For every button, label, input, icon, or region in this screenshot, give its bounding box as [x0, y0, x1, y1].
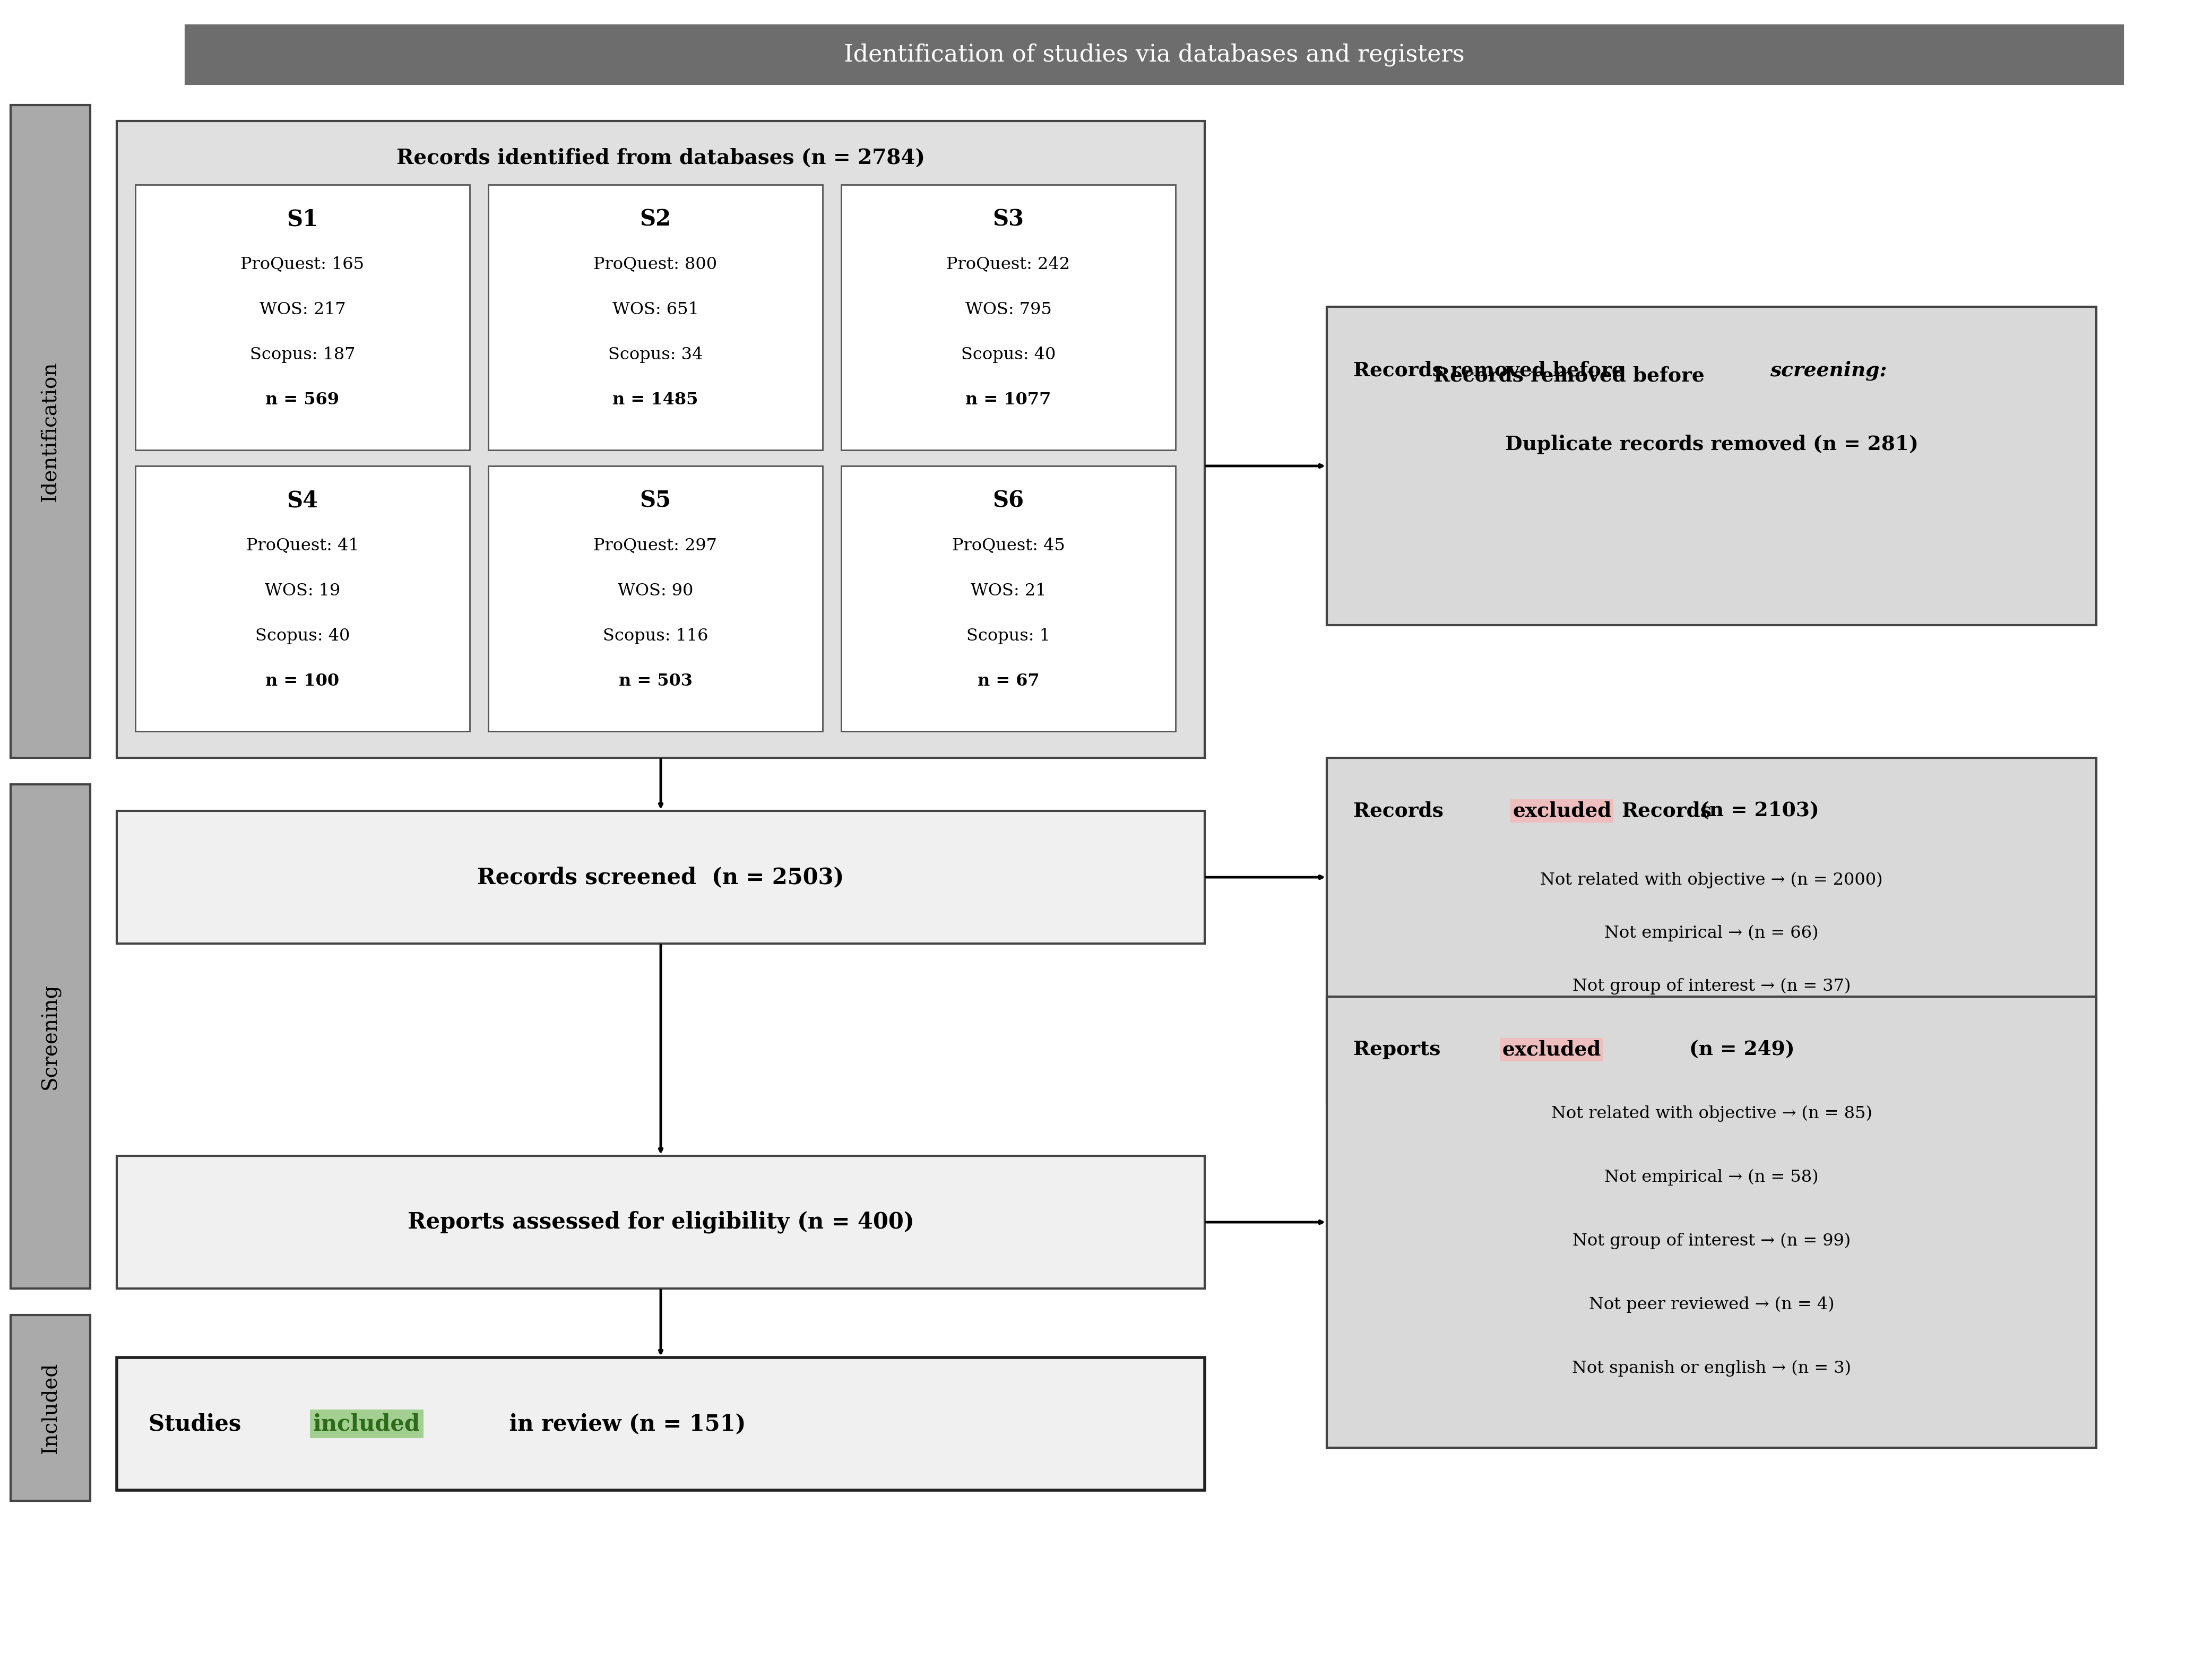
Text: WOS: 651: WOS: 651 [613, 300, 699, 317]
FancyBboxPatch shape [1327, 996, 2097, 1448]
Text: ProQuest: 242: ProQuest: 242 [947, 256, 1071, 272]
Text: Records: Records [1621, 802, 1712, 820]
Text: Scopus: 40: Scopus: 40 [254, 627, 349, 644]
Text: S5: S5 [639, 490, 670, 511]
Text: Screening: Screening [40, 983, 60, 1089]
Text: ProQuest: 45: ProQuest: 45 [951, 538, 1064, 554]
FancyBboxPatch shape [117, 810, 1206, 943]
Text: S1: S1 [288, 208, 319, 231]
Text: n = 100: n = 100 [265, 672, 338, 689]
Text: n = 67: n = 67 [978, 672, 1040, 689]
Text: Studies: Studies [148, 1413, 248, 1434]
Text: Records removed before: Records removed before [1354, 360, 1630, 380]
Text: Scopus: 116: Scopus: 116 [602, 627, 708, 644]
Text: ProQuest: 800: ProQuest: 800 [593, 256, 717, 272]
Text: Not group of interest → (n = 99): Not group of interest → (n = 99) [1573, 1232, 1851, 1248]
Text: Scopus: 187: Scopus: 187 [250, 347, 356, 364]
Text: Not related with objective → (n = 2000): Not related with objective → (n = 2000) [1540, 872, 1882, 888]
Text: Identification of studies via databases and registers: Identification of studies via databases … [845, 43, 1464, 66]
FancyBboxPatch shape [117, 1358, 1206, 1491]
FancyBboxPatch shape [135, 466, 469, 732]
FancyBboxPatch shape [186, 25, 2124, 85]
Text: Reports assessed for eligibility (n = 400): Reports assessed for eligibility (n = 40… [407, 1210, 914, 1233]
FancyBboxPatch shape [841, 466, 1175, 732]
Text: S2: S2 [639, 208, 670, 231]
Text: S3: S3 [993, 208, 1024, 231]
Text: Not empirical → (n = 58): Not empirical → (n = 58) [1604, 1169, 1818, 1185]
Text: ProQuest: 41: ProQuest: 41 [246, 538, 358, 554]
Text: Not empirical → (n = 66): Not empirical → (n = 66) [1604, 925, 1818, 941]
Text: S6: S6 [993, 490, 1024, 511]
FancyBboxPatch shape [117, 121, 1206, 759]
Text: Records screened  (n = 2503): Records screened (n = 2503) [478, 867, 845, 888]
Text: included: included [314, 1413, 420, 1434]
Text: ProQuest: 165: ProQuest: 165 [241, 256, 365, 272]
Text: Duplicate records removed (n = 281): Duplicate records removed (n = 281) [1504, 435, 1918, 455]
Text: WOS: 90: WOS: 90 [617, 583, 692, 599]
Text: WOS: 19: WOS: 19 [265, 583, 341, 599]
Text: n = 503: n = 503 [619, 672, 692, 689]
Text: n = 1077: n = 1077 [964, 392, 1051, 408]
Text: Not related with objective → (n = 85): Not related with objective → (n = 85) [1551, 1106, 1871, 1122]
Text: Included: Included [40, 1363, 60, 1454]
FancyBboxPatch shape [11, 1315, 91, 1501]
Text: Scopus: 1: Scopus: 1 [967, 627, 1051, 644]
Text: Scopus: 34: Scopus: 34 [608, 347, 703, 364]
Text: excluded: excluded [1502, 1039, 1601, 1059]
Text: Scopus: 40: Scopus: 40 [960, 347, 1055, 364]
FancyBboxPatch shape [11, 785, 91, 1288]
Text: (n = 2103): (n = 2103) [1692, 802, 1818, 820]
FancyBboxPatch shape [135, 184, 469, 450]
Text: WOS: 217: WOS: 217 [259, 300, 345, 317]
FancyBboxPatch shape [489, 184, 823, 450]
Text: WOS: 21: WOS: 21 [971, 583, 1046, 599]
FancyBboxPatch shape [117, 1155, 1206, 1288]
Text: excluded: excluded [1513, 802, 1610, 820]
Text: Not group of interest → (n = 37): Not group of interest → (n = 37) [1573, 978, 1851, 994]
FancyBboxPatch shape [489, 466, 823, 732]
Text: Records: Records [1354, 802, 1451, 820]
Text: Not spanish or english → (n = 3): Not spanish or english → (n = 3) [1573, 1360, 1851, 1376]
FancyBboxPatch shape [841, 184, 1175, 450]
Text: Not peer reviewed → (n = 4): Not peer reviewed → (n = 4) [1588, 1296, 1834, 1313]
Text: Identification: Identification [40, 362, 60, 501]
Text: screening:: screening: [1770, 360, 1887, 380]
Text: (n = 249): (n = 249) [1683, 1039, 1794, 1059]
Text: in review (n = 151): in review (n = 151) [502, 1413, 745, 1434]
Text: S4: S4 [288, 490, 319, 511]
FancyBboxPatch shape [1327, 307, 2097, 626]
Text: n = 1485: n = 1485 [613, 392, 699, 408]
Text: Reports: Reports [1354, 1039, 1447, 1059]
Text: n = 569: n = 569 [265, 392, 338, 408]
FancyBboxPatch shape [11, 105, 91, 759]
Text: Records removed before: Records removed before [1433, 365, 1712, 385]
Text: ProQuest: 297: ProQuest: 297 [593, 538, 717, 554]
FancyBboxPatch shape [1327, 759, 2097, 1102]
Text: WOS: 795: WOS: 795 [964, 300, 1051, 317]
Text: Records identified from databases (n = 2784): Records identified from databases (n = 2… [396, 148, 925, 168]
